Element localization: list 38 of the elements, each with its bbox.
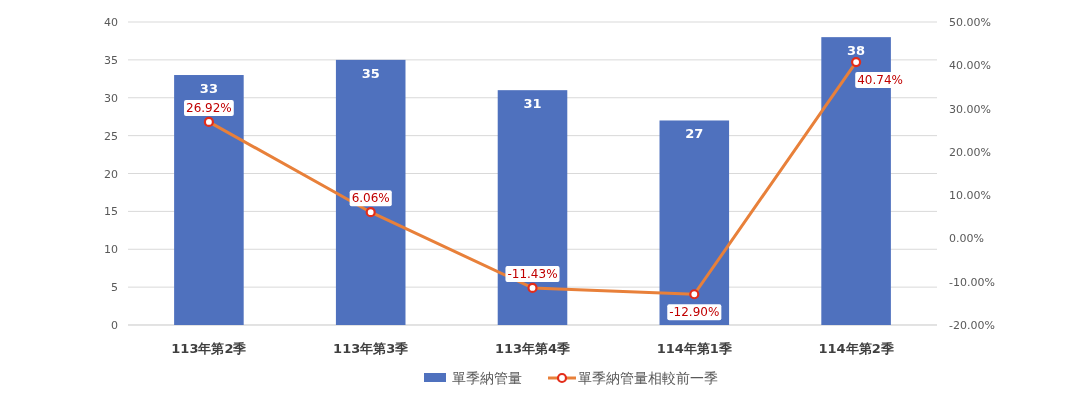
- y2-tick-label: -10.00%: [949, 275, 995, 289]
- data-label: 40.74%: [857, 73, 903, 88]
- y-tick-label: 40: [104, 16, 118, 29]
- data-label: 31: [523, 96, 542, 112]
- legend-label: 單季納管量相較前一季: [578, 370, 718, 386]
- x-tick-label: 113年第4季: [494, 341, 571, 356]
- bar: [497, 90, 568, 325]
- y-tick-label: 30: [104, 91, 118, 105]
- y2-tick-label: 30.00%: [949, 102, 991, 116]
- bar: [659, 120, 730, 325]
- y-tick-label: 20: [104, 167, 118, 181]
- data-label: 27: [685, 126, 704, 142]
- bar: [335, 59, 406, 325]
- y2-tick-label: 10.00%: [949, 189, 991, 203]
- y-tick-label: 35: [104, 53, 118, 67]
- data-label: -12.90%: [669, 305, 720, 320]
- x-tick-label: 113年第2季: [171, 341, 247, 356]
- y2-tick-label: 0.00%: [949, 232, 984, 246]
- y-tick-label: 0: [111, 319, 118, 332]
- data-label: 38: [847, 43, 866, 59]
- y2-tick-label: 40.00%: [949, 59, 991, 73]
- y2-tick-label: -20.00%: [949, 319, 995, 332]
- y2-tick-label: 50.00%: [949, 16, 991, 29]
- x-tick-label: 114年第1季: [656, 341, 732, 356]
- data-label: 35: [361, 65, 380, 81]
- data-label: -11.43%: [507, 266, 558, 281]
- data-label: 33: [199, 81, 218, 97]
- y-tick-label: 5: [111, 281, 118, 295]
- y-tick-label: 15: [104, 205, 118, 219]
- data-label: 6.06%: [351, 191, 390, 206]
- y2-tick-label: 20.00%: [949, 145, 991, 159]
- x-tick-label: 113年第3季: [333, 341, 409, 356]
- data-label: 26.92%: [186, 100, 232, 115]
- bar: [174, 75, 244, 325]
- legend-label: 單季納管量: [452, 370, 522, 386]
- y-tick-label: 25: [104, 129, 118, 143]
- y-tick-label: 10: [104, 243, 118, 257]
- x-tick-label: 114年第2季: [818, 341, 894, 356]
